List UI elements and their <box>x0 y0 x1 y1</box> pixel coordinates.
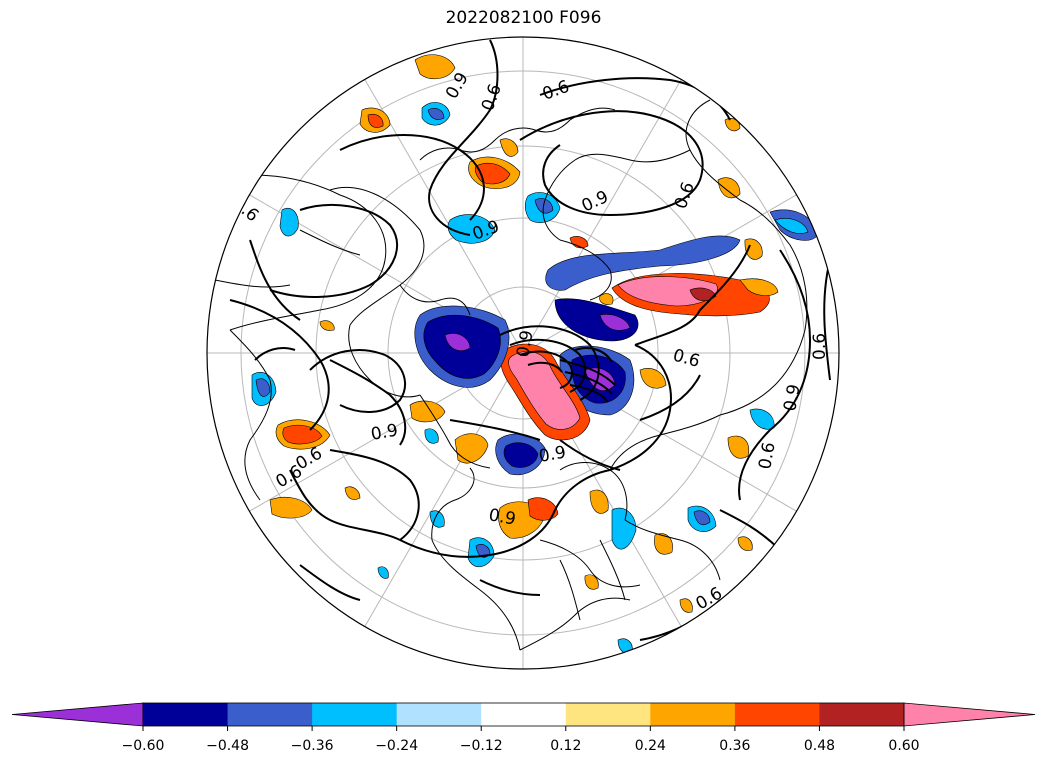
colorbar-tick-label: −0.36 <box>291 738 334 754</box>
colorbar-segment <box>481 703 567 726</box>
colorbar-tick-label: −0.60 <box>122 738 165 754</box>
colorbar-tick-label: 0.36 <box>719 738 750 754</box>
polar-map: 0.9 0.6 0.6 0.9 0.6 0.9 0.6 0.9 0.6 0.6 … <box>206 36 840 670</box>
colorbar-extend-low <box>11 702 144 727</box>
contour-label: 0.9 <box>513 329 537 359</box>
colorbar-tick-label: −0.12 <box>460 738 503 754</box>
colorbar-segment <box>819 703 905 726</box>
colorbar-tick-label: 0.60 <box>888 738 919 754</box>
contour-label: 0.9 <box>537 443 567 467</box>
map-title: 2022082100 F096 <box>445 8 602 28</box>
colorbar-tick-label: 0.12 <box>550 738 581 754</box>
colorbar-tick-label: −0.24 <box>375 738 418 754</box>
anomaly-fill <box>251 54 819 654</box>
coastlines <box>214 99 808 651</box>
colorbar-tick-label: 0.48 <box>804 738 835 754</box>
contour-label: 0.6 <box>755 441 779 471</box>
contour-label: 0.9 <box>369 421 399 445</box>
colorbar-segment <box>312 703 398 726</box>
colorbar-segment <box>396 703 482 726</box>
colorbar-segment <box>734 703 820 726</box>
colorbar-segment <box>227 703 313 726</box>
colorbar-tick-label: −0.48 <box>206 738 249 754</box>
contour-label: 0.9 <box>487 505 517 529</box>
contour-label: 0.6 <box>810 333 830 360</box>
colorbar-outline <box>142 702 905 727</box>
colorbar-segment <box>650 703 736 726</box>
map-boundary <box>206 36 840 670</box>
contour-lines <box>229 39 831 641</box>
colorbar-extend-high <box>903 702 1036 727</box>
contour-label: 0.9 <box>780 383 804 413</box>
colorbar-segment <box>565 703 651 726</box>
colorbar-segment <box>143 703 229 726</box>
colorbar-tick-label: 0.24 <box>635 738 666 754</box>
